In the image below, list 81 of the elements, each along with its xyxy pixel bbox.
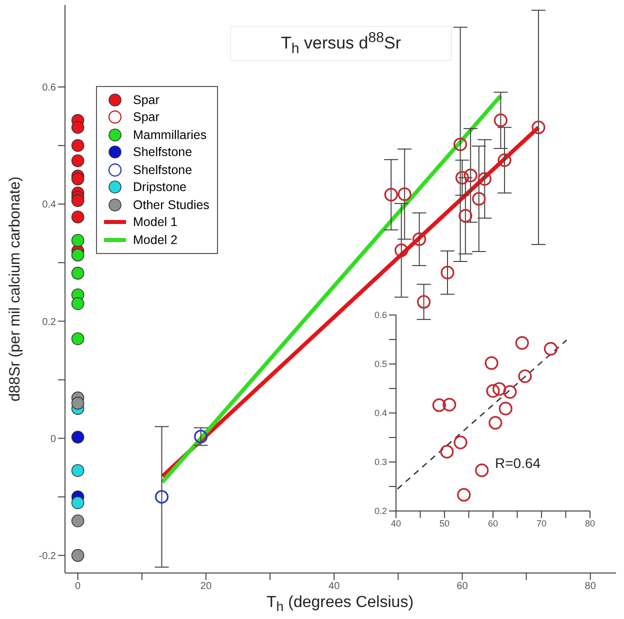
x-tick-label: 20 — [200, 581, 212, 592]
point — [71, 549, 84, 562]
y-tick-label: 0.4 — [374, 408, 387, 418]
x-tick-label: 40 — [390, 518, 402, 528]
point — [384, 188, 398, 202]
point — [486, 384, 500, 398]
annotation: R=0.64 — [495, 455, 541, 471]
legend-label: Shelfstone — [133, 162, 192, 177]
y-tick-label: 0.6 — [42, 82, 56, 94]
point — [432, 398, 446, 412]
point — [71, 139, 84, 152]
y-axis-title: d88Sr (per mil calcium carbonate) — [6, 176, 24, 402]
y-tick-label: 0.2 — [42, 316, 56, 328]
point — [458, 209, 472, 223]
point — [71, 496, 84, 510]
point — [440, 444, 454, 459]
point — [398, 187, 412, 201]
legend-label: Shelfstone — [133, 145, 192, 160]
point — [71, 172, 84, 186]
legend-label: Mammillaries — [133, 128, 207, 142]
point — [515, 336, 529, 350]
x-tick-label: 70 — [536, 518, 547, 528]
point — [71, 266, 84, 280]
y-tick-label: 0 — [50, 434, 56, 445]
point — [71, 514, 84, 528]
legend-label: Other Studies — [133, 198, 210, 212]
legend-label: Model 1 — [133, 215, 178, 230]
legend-label: Dripstone — [133, 180, 186, 194]
x-tick-label: 40 — [328, 581, 340, 592]
point — [455, 170, 470, 185]
x-tick-label: 80 — [584, 581, 596, 592]
y-tick-label: 0.3 — [374, 457, 387, 468]
point — [492, 382, 506, 396]
y-tick-label: -0.2 — [38, 550, 56, 562]
point — [475, 464, 489, 478]
point — [484, 356, 498, 370]
point — [71, 396, 84, 410]
point — [71, 297, 84, 310]
point — [498, 402, 512, 416]
point — [71, 210, 84, 224]
x-tick-label: 60 — [488, 518, 498, 528]
point — [71, 194, 84, 207]
legend-label: Model 2 — [133, 232, 178, 247]
point — [71, 120, 84, 134]
point — [454, 436, 468, 450]
point — [544, 342, 558, 356]
point — [464, 168, 478, 182]
x-tick-label: 50 — [439, 518, 450, 528]
x-tick-label: 80 — [584, 518, 596, 528]
y-tick-label: 0.4 — [42, 200, 56, 211]
point — [154, 490, 169, 504]
point — [71, 154, 84, 168]
point — [454, 138, 468, 152]
x-axis-title: T$_{h}$ (degrees Celsius) — [265, 594, 415, 614]
x-tick-label: 60 — [456, 581, 468, 592]
y-tick-label: 0.6 — [374, 310, 387, 320]
point — [498, 153, 512, 167]
legend-label: Spar — [133, 92, 160, 107]
point — [412, 232, 426, 246]
point — [71, 248, 84, 262]
point — [71, 332, 84, 346]
point — [472, 192, 486, 206]
point — [71, 430, 84, 444]
text: T$_{h}$ versus d$^{88}$Sr — [230, 26, 452, 62]
point — [488, 416, 502, 430]
y-tick-label: 0.2 — [374, 506, 387, 516]
point — [457, 488, 471, 502]
point — [71, 234, 84, 247]
legend-label: Spar — [133, 110, 160, 124]
point — [478, 172, 492, 186]
point — [494, 114, 508, 128]
point — [71, 464, 84, 477]
y-tick-label: 0.5 — [374, 359, 387, 370]
point — [416, 295, 431, 309]
point — [503, 385, 517, 399]
point — [518, 369, 532, 384]
point — [440, 266, 454, 280]
x-tick-label: 0 — [75, 581, 82, 592]
point — [442, 398, 456, 412]
point — [532, 120, 546, 134]
point — [394, 244, 408, 258]
